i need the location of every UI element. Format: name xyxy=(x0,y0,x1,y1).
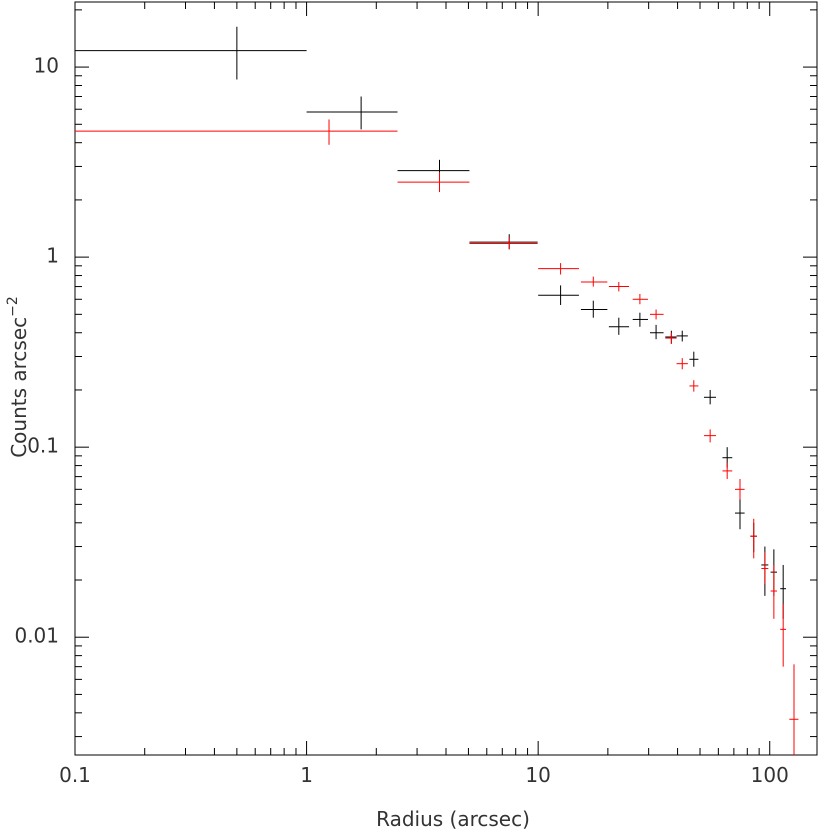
x-tick-label: 10 xyxy=(525,763,550,787)
x-tick-label: 1 xyxy=(300,763,313,787)
data-point xyxy=(632,293,648,305)
data-point xyxy=(689,351,699,367)
data-point xyxy=(780,603,787,667)
series-2 xyxy=(75,119,799,755)
x-tick-labels: 0.1 1 10 100 xyxy=(59,763,789,787)
data-point xyxy=(75,26,307,80)
data-point xyxy=(469,237,538,250)
data-point xyxy=(649,309,664,320)
y-tick-label: 0.1 xyxy=(27,434,59,458)
y-axis-title: Counts arcsec−2 xyxy=(5,296,31,458)
x-tick-label: 0.1 xyxy=(59,763,91,787)
data-point xyxy=(608,317,630,335)
x-axis-title: Radius (arcsec) xyxy=(376,807,530,831)
y-tick-label: 1 xyxy=(46,244,59,268)
data-point xyxy=(397,159,470,184)
data-point xyxy=(761,552,769,585)
y-tick-labels: 0.01 0.1 1 10 xyxy=(14,54,59,648)
data-point xyxy=(608,281,630,292)
data-point xyxy=(722,462,733,479)
data-point xyxy=(689,380,699,392)
data-point xyxy=(632,312,648,327)
data-point xyxy=(469,234,538,250)
data-point xyxy=(538,263,579,275)
data-point xyxy=(75,119,398,145)
plot-frame xyxy=(74,1,818,756)
y-axis-title-text: Counts arcsec xyxy=(7,317,31,458)
y-tick-label: 10 xyxy=(34,54,59,78)
data-point xyxy=(789,664,799,755)
data-point xyxy=(676,330,688,342)
data-point xyxy=(665,332,677,344)
data-point xyxy=(703,389,716,405)
data-point xyxy=(538,285,579,305)
data-point xyxy=(770,564,778,619)
y-tick-label: 0.01 xyxy=(14,624,59,648)
series-1 xyxy=(75,26,787,619)
data-point xyxy=(306,96,398,130)
y-axis-title-exponent: −2 xyxy=(5,296,21,317)
data-point xyxy=(735,496,745,530)
data-point xyxy=(580,276,608,287)
major-ticks xyxy=(75,2,817,755)
data-point xyxy=(703,429,716,443)
x-tick-label: 100 xyxy=(751,763,789,787)
minor-ticks xyxy=(75,2,817,755)
data-point xyxy=(750,518,757,559)
data-point xyxy=(580,300,608,318)
data-point xyxy=(649,324,664,340)
data-point xyxy=(735,478,745,500)
data-point xyxy=(397,172,470,193)
series-layer xyxy=(75,26,799,755)
data-point xyxy=(676,358,688,370)
